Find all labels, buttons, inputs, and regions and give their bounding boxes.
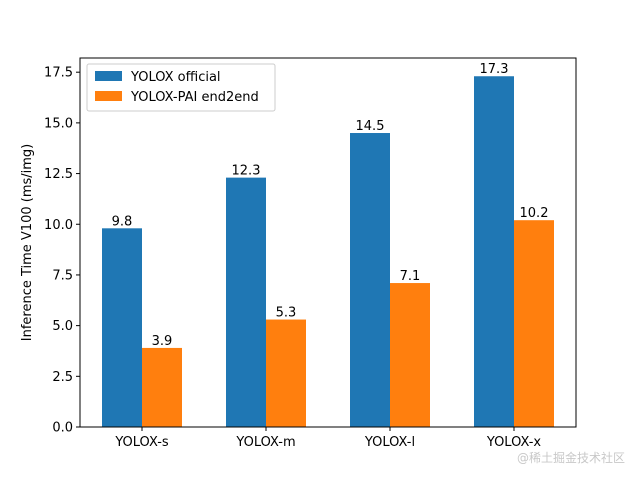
data-label: 17.3 (480, 62, 509, 77)
y-tick-label: 10.0 (44, 218, 73, 233)
data-labels-layer: 9.8 12.3 14.5 17.3 3.9 5.3 7.1 10.2 (112, 62, 549, 349)
y-tick-label: 5.0 (52, 319, 73, 334)
bar (514, 220, 554, 427)
bars-layer (102, 76, 554, 427)
bar (266, 319, 306, 427)
data-label: 3.9 (152, 334, 173, 349)
x-tick-label: YOLOX-m (235, 435, 295, 450)
data-label: 12.3 (232, 164, 261, 179)
bar (226, 177, 266, 427)
data-label: 7.1 (400, 269, 421, 284)
data-label: 9.8 (112, 214, 133, 229)
legend-label: YOLOX-PAI end2end (130, 90, 259, 105)
data-label: 14.5 (356, 119, 385, 134)
y-tick-label: 2.5 (52, 370, 73, 385)
legend-label: YOLOX official (130, 70, 221, 85)
x-axis: YOLOX-s YOLOX-m YOLOX-l YOLOX-x (114, 427, 541, 450)
y-tick-label: 15.0 (44, 116, 73, 131)
legend-box (86, 63, 276, 112)
data-label: 5.3 (276, 306, 297, 321)
bar (390, 283, 430, 427)
y-tick-label: 7.5 (52, 268, 73, 283)
x-tick-label: YOLOX-l (364, 435, 415, 450)
bar (350, 133, 390, 427)
y-axis-label: Inference Time V100 (ms/img) (20, 144, 35, 342)
y-tick-label: 0.0 (52, 421, 73, 436)
watermark: @稀土掘金技术社区 (517, 450, 625, 465)
y-tick-label: 17.5 (44, 66, 73, 81)
y-tick-label: 12.5 (44, 167, 73, 182)
x-tick-label: YOLOX-s (114, 435, 169, 450)
bar (474, 76, 514, 427)
plot-frame (79, 57, 577, 428)
y-axis: 0.0 2.5 5.0 7.5 10.0 12.5 15.0 17.5 (44, 66, 80, 436)
legend-swatch (95, 91, 122, 101)
legend: YOLOX official YOLOX-PAI end2end (86, 63, 276, 112)
x-tick-label: YOLOX-x (486, 435, 542, 450)
data-label: 10.2 (520, 206, 549, 221)
legend-swatch (95, 71, 122, 81)
bar (102, 228, 142, 427)
bar (142, 347, 182, 427)
